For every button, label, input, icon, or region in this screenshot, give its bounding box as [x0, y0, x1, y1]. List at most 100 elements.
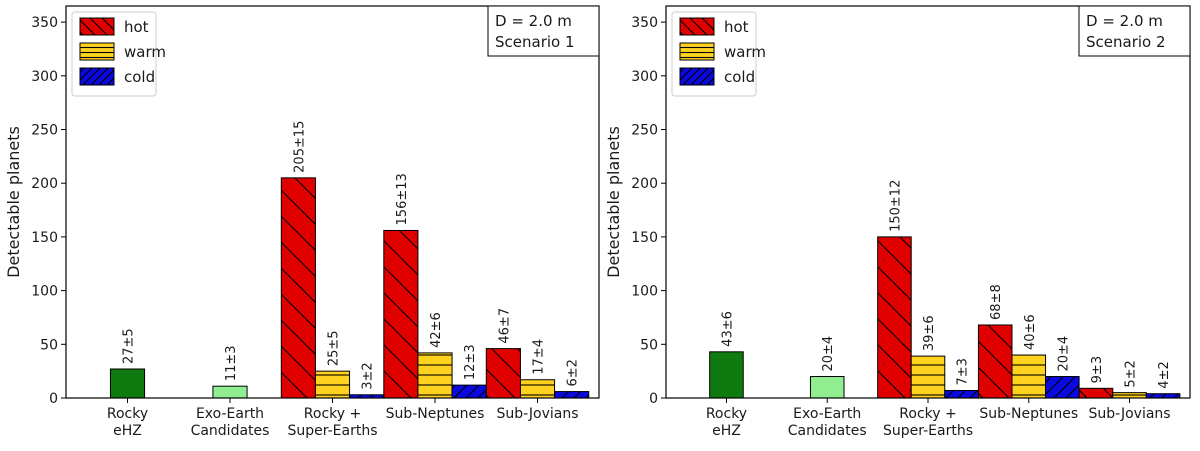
data-label: 150±12	[888, 180, 903, 232]
data-label: 3±2	[361, 362, 376, 389]
y-tick-label: 150	[31, 230, 58, 246]
x-tick-label: Sub-Neptunes	[386, 406, 485, 422]
bar-hot-hatch	[281, 177, 316, 398]
bar-cold-hatch	[349, 394, 384, 398]
legend-label-hot: hot	[724, 18, 749, 36]
legend-swatch-hatch	[80, 68, 114, 85]
x-tick-label-line: Sub-Jovians	[1088, 406, 1170, 422]
x-tick-label-line: eHZ	[712, 423, 741, 439]
y-tick-label: 300	[631, 69, 658, 85]
x-tick-label: Sub-Neptunes	[979, 406, 1078, 422]
bar-hot-hatch	[383, 230, 418, 398]
data-label: 68±8	[989, 284, 1004, 320]
x-tick-label-line: Sub-Neptunes	[386, 406, 485, 422]
bar-hot-hatch	[978, 324, 1012, 398]
info-box-frame	[487, 5, 600, 57]
x-tick-label-line: Rocky	[107, 406, 148, 422]
data-label: 6±2	[566, 359, 581, 386]
legend-swatch-hatch	[80, 18, 114, 35]
x-tick-label-line: Sub-Neptunes	[979, 406, 1078, 422]
bar-warm-hatch	[1112, 392, 1147, 398]
x-tick-label: Rocky eHZ	[706, 406, 747, 439]
bar-cold-hatch	[944, 390, 979, 398]
data-label: 4±2	[1157, 361, 1172, 388]
x-tick-label-line: Candidates	[191, 423, 270, 439]
legend-label-cold: cold	[724, 68, 755, 86]
legend-label-warm: warm	[724, 43, 766, 61]
info-box-diameter: D = 2.0 m	[1086, 12, 1163, 30]
data-label: 25±5	[327, 330, 342, 366]
y-tick-label: 300	[31, 69, 58, 85]
bar-hot-hatch	[877, 236, 912, 398]
x-tick-label-line: eHZ	[113, 423, 142, 439]
info-box: D = 2.0 m Scenario 2	[1078, 5, 1191, 57]
x-tick-label: Exo-Earth Candidates	[788, 406, 867, 439]
data-label: 43±6	[720, 311, 735, 347]
x-tick-label-line: Exo-Earth	[196, 406, 264, 422]
x-tick-label-line: Super-Earths	[883, 423, 973, 439]
x-tick-label-line: Rocky	[706, 406, 747, 422]
legend: hot warm cold	[71, 11, 166, 97]
data-label: 20±4	[1056, 336, 1071, 372]
plot-frame	[65, 5, 600, 399]
legend-swatch-hatch	[680, 68, 714, 85]
y-tick-label: 250	[631, 123, 658, 139]
bar-exo-earth	[809, 376, 845, 399]
x-tick-label-line: Rocky +	[899, 406, 956, 422]
data-label: 39±6	[922, 315, 937, 351]
legend-swatch-hatch	[80, 43, 114, 60]
data-label: 156±13	[395, 173, 410, 225]
y-tick-label: 350	[31, 15, 58, 31]
bar-warm-hatch	[315, 371, 350, 398]
x-tick-label-line: Candidates	[788, 423, 867, 439]
x-tick-label: Exo-Earth Candidates	[191, 406, 270, 439]
y-tick-label: 100	[631, 284, 658, 300]
chart-panel-2: 0 50 100 150 200 250 300 350 Detectable planets R…	[604, 5, 1191, 439]
data-label: 9±3	[1090, 356, 1105, 383]
bar-exo-earth	[212, 385, 248, 399]
legend: hot warm cold	[671, 11, 766, 97]
x-tick-label-line: Super-Earths	[287, 423, 377, 439]
bar-warm-hatch	[417, 352, 453, 398]
x-tick-label-line: Sub-Jovians	[496, 406, 578, 422]
legend-label-hot: hot	[124, 18, 149, 36]
bar-rocky-ehz	[109, 368, 146, 399]
bar-cold-hatch	[1146, 393, 1180, 398]
info-box-frame	[1078, 5, 1191, 57]
y-tick-label: 100	[31, 284, 58, 300]
info-box-scenario: Scenario 2	[1086, 33, 1166, 51]
x-tick-label: Sub-Jovians	[1088, 406, 1170, 422]
data-label: 17±4	[532, 339, 547, 375]
legend-label-warm: warm	[124, 43, 166, 61]
legend-swatch-hatch	[680, 18, 714, 35]
bar-cold-hatch	[1045, 376, 1080, 398]
info-box: D = 2.0 m Scenario 1	[487, 5, 600, 57]
data-label: 11±3	[224, 345, 239, 381]
data-label: 12±3	[463, 344, 478, 380]
info-box-diameter: D = 2.0 m	[495, 12, 572, 30]
x-tick-label-line: Exo-Earth	[793, 406, 861, 422]
y-axis-label: Detectable planets	[4, 126, 23, 278]
y-tick-label: 150	[631, 230, 658, 246]
y-tick-label: 50	[640, 337, 658, 353]
y-tick-label: 350	[631, 15, 658, 31]
data-label: 205±15	[292, 121, 307, 173]
bar-cold-hatch	[452, 385, 487, 398]
y-tick-label: 0	[49, 391, 58, 407]
data-label: 5±2	[1124, 360, 1139, 387]
legend-swatch-hatch	[680, 43, 714, 60]
x-tick-label: Rocky eHZ	[107, 406, 148, 439]
x-tick-label: Rocky + Super-Earths	[883, 406, 973, 439]
x-tick-label: Rocky + Super-Earths	[287, 406, 377, 439]
data-label: 40±6	[1023, 314, 1038, 350]
data-label: 27±5	[122, 328, 137, 364]
chart-panel-1: 0 50 100 150 200 250 300 350 Detectable planets R…	[4, 5, 600, 439]
bar-hot-hatch	[1079, 388, 1113, 398]
plot-frame	[665, 5, 1191, 399]
y-tick-label: 50	[40, 337, 58, 353]
x-tick-label-line: Rocky +	[304, 406, 361, 422]
data-label: 7±3	[956, 358, 971, 385]
bar-warm-hatch	[1011, 355, 1046, 398]
y-tick-label: 200	[31, 176, 58, 192]
